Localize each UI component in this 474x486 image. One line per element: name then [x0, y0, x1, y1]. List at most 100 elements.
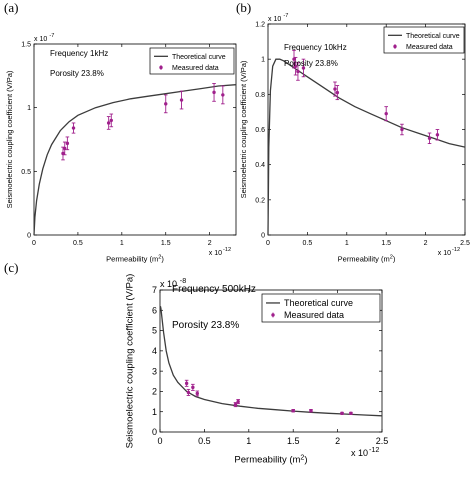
- data-marker: [435, 133, 440, 137]
- data-marker: [109, 118, 113, 123]
- y-exponent-label: x 10: [34, 36, 47, 43]
- plot-frame: [33, 43, 237, 236]
- y-exponent-power: -7: [49, 33, 54, 39]
- x-exponent-power: -12: [223, 247, 231, 253]
- x-tick-label: 2: [424, 240, 428, 247]
- y-tick-label: 7: [152, 285, 157, 295]
- measured-data-point: [179, 90, 184, 110]
- measured-data-point: [301, 58, 306, 78]
- y-axis-label: Seismoelectric coupling coefficient (V/P…: [125, 274, 136, 449]
- x-axis-label: Permeability (m2): [234, 454, 307, 466]
- x-tick-label: 0: [32, 240, 36, 247]
- y-tick-label: 5: [152, 326, 157, 336]
- y-exponent-label: x 10: [160, 279, 177, 289]
- data-marker: [236, 399, 240, 404]
- measured-data-point: [333, 81, 337, 97]
- x-tick-label: 1: [120, 240, 124, 247]
- measured-data-point: [384, 106, 388, 122]
- legend-entry-measured: Measured data: [284, 310, 344, 320]
- theoretical-curve: [159, 306, 383, 417]
- data-marker: [184, 381, 189, 386]
- x-exponent-label: x 10: [351, 448, 368, 458]
- legend-entry-measured: Measured data: [406, 44, 453, 51]
- x-tick-label: 2: [335, 436, 340, 446]
- x-axis-label: Permeability (m2): [106, 255, 164, 264]
- measured-data-point: [236, 399, 240, 405]
- data-marker: [427, 136, 432, 140]
- data-marker: [400, 127, 404, 132]
- data-marker: [71, 126, 76, 130]
- y-tick-label: 0.6: [255, 127, 265, 134]
- data-marker: [301, 66, 306, 70]
- x-axis-label: Permeability (m2): [338, 255, 396, 264]
- measured-data-point: [191, 383, 195, 391]
- panel-label: (b): [236, 0, 251, 15]
- data-marker: [296, 69, 300, 74]
- measured-data-point: [186, 388, 191, 396]
- y-tick-label: 4: [152, 346, 157, 356]
- y-axis-label: Seismoelectric coupling coefficient (V/P…: [5, 70, 14, 208]
- data-marker: [195, 391, 199, 396]
- legend-entry-theoretical: Theoretical curve: [172, 54, 226, 61]
- measured-data-point: [435, 129, 440, 141]
- measured-data-point: [349, 411, 353, 416]
- y-tick-label: 3: [152, 366, 157, 376]
- y-tick-label: 0.2: [255, 197, 265, 204]
- data-marker: [212, 90, 216, 95]
- data-marker: [106, 121, 111, 125]
- chart-panel-a: (a)0 0.5 1 1.5 200.511.5x 10 -12x 10 -7Permeab…: [4, 0, 237, 264]
- data-marker: [291, 409, 295, 413]
- y-exponent-power: -7: [283, 13, 288, 19]
- measured-data-point: [65, 136, 70, 151]
- measured-data-point: [309, 409, 313, 413]
- y-tick-label: 1.2: [255, 21, 265, 28]
- legend-box: [383, 26, 465, 54]
- panel-label: (a): [4, 0, 18, 15]
- x-tick-label: 1: [345, 240, 349, 247]
- data-marker: [333, 87, 337, 91]
- x-tick-label: 0: [157, 436, 162, 446]
- annotation-frequency: Frequency 10kHz: [284, 43, 347, 52]
- theoretical-curve: [267, 58, 466, 236]
- measured-data-point: [293, 56, 298, 76]
- y-tick-label: 1: [27, 105, 31, 112]
- legend-entry-theoretical: Theoretical curve: [406, 33, 460, 40]
- data-marker: [384, 111, 388, 116]
- data-marker: [65, 141, 70, 146]
- measured-data-point: [291, 409, 295, 413]
- annotation-frequency: Frequency 500kHz: [172, 284, 256, 295]
- annotation-porosity: Porosity 23.8%: [284, 59, 338, 68]
- measured-data-point: [296, 62, 300, 81]
- annotation-frequency: Frequency 1kHz: [50, 49, 108, 58]
- measured-data-point: [212, 83, 216, 102]
- x-exponent-label: x 10: [438, 250, 451, 257]
- x-exponent-power: -12: [452, 247, 460, 253]
- plot-frame: [159, 289, 383, 433]
- x-exponent-power: -12: [369, 445, 379, 454]
- plot-frame: [267, 23, 466, 236]
- data-marker: [309, 409, 313, 413]
- x-exponent-label: x 10: [209, 250, 222, 257]
- x-tick-label: 0.5: [198, 436, 211, 446]
- x-tick-label: 0.5: [73, 240, 83, 247]
- y-axis-label: Seismoelectric coupling coefficient (V/P…: [239, 60, 248, 198]
- measured-data-point: [335, 85, 340, 101]
- x-tick-label: 0: [266, 240, 270, 247]
- y-tick-label: 0: [27, 232, 31, 239]
- data-marker: [340, 411, 344, 416]
- x-tick-label: 1.5: [161, 240, 171, 247]
- chart-panel-b: (b)0 0.5 1 1.5 2 2.500.20.40.60.811.2x 10 -12x…: [236, 0, 470, 264]
- measured-data-point: [221, 85, 225, 105]
- y-tick-label: 0: [152, 427, 157, 437]
- x-tick-label: 1.5: [381, 240, 391, 247]
- y-exponent-label: x 10: [268, 16, 281, 23]
- data-marker: [221, 93, 225, 97]
- data-marker: [164, 102, 168, 106]
- x-tick-label: 2: [208, 240, 212, 247]
- x-tick-label: 0.5: [303, 240, 313, 247]
- annotation-porosity: Porosity 23.8%: [172, 320, 239, 331]
- legend-entry-measured: Measured data: [172, 65, 219, 72]
- data-marker: [233, 402, 238, 407]
